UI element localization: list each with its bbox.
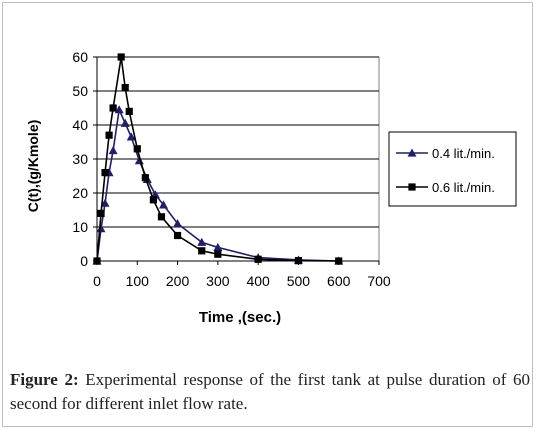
data-point [254,255,262,263]
legend-marker [408,183,416,191]
plot-area [96,56,380,262]
data-point [114,105,124,114]
y-axis-label: C(t),(g/Kmole) [25,120,41,213]
data-point [93,257,101,265]
data-point [214,250,222,258]
series-group [92,53,344,265]
x-tick-label: 700 [367,273,391,289]
x-tick-label: 300 [206,273,230,289]
x-tick-label: 600 [327,273,351,289]
data-point [197,237,207,246]
x-tick-label: 0 [93,273,101,289]
data-point [158,200,168,209]
caption-label: Figure 2: [10,370,79,389]
data-point [105,131,113,139]
x-axis-label: Time ,(sec.) [199,309,281,326]
legend-box [388,131,517,207]
data-point [213,242,223,251]
x-tick-label: 400 [246,273,270,289]
data-point [100,198,110,207]
data-point [335,257,343,265]
data-point [96,224,106,233]
y-tick-label: 50 [72,83,88,99]
y-tick-label: 10 [72,219,88,235]
data-point [125,107,133,115]
data-point [117,53,125,61]
data-point [173,219,183,228]
y-tick-label: 40 [72,117,88,133]
legend-label: 0.4 lit./min. [432,146,495,161]
data-point [126,132,136,141]
y-tick-label: 0 [80,253,88,269]
data-point [157,213,166,221]
data-point [101,169,109,177]
data-point [294,257,303,265]
y-tick-label: 30 [72,151,88,167]
data-point [149,196,157,204]
figure-caption: Figure 2: Experimental response of the f… [10,368,530,416]
series-line [96,56,339,262]
data-point [141,174,149,182]
x-tick-label: 500 [287,273,311,289]
y-tick-label: 20 [72,185,88,201]
series-2 [93,53,343,265]
data-point [198,247,206,255]
caption-text: Experimental response of the first tank … [10,370,530,413]
x-tick-label: 100 [126,273,150,289]
legend: 0.4 lit./min. 0.6 lit./min. [388,131,517,207]
x-tick-label: 200 [166,273,190,289]
y-tick-label: 60 [72,49,88,65]
data-point [109,104,117,112]
data-point [121,84,129,92]
data-point [133,145,141,153]
data-point [108,146,118,155]
data-point [173,231,182,240]
legend-marker [407,148,417,157]
data-point [97,209,105,217]
legend-label: 0.6 lit./min. [432,180,495,195]
data-point [120,118,130,127]
